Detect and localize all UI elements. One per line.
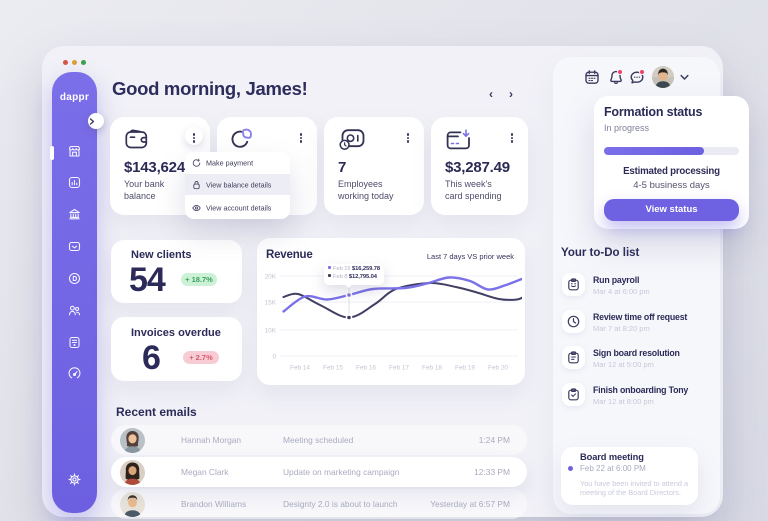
svg-text:Feb 19: Feb 19 <box>455 365 475 372</box>
svg-text:10K: 10K <box>265 328 277 335</box>
svg-text:Feb 15: Feb 15 <box>323 365 343 372</box>
svg-text:Feb 17: Feb 17 <box>389 365 409 372</box>
svg-text:Feb 16: Feb 16 <box>356 365 376 372</box>
svg-text:0: 0 <box>272 354 276 361</box>
svg-text:15K: 15K <box>265 300 277 307</box>
svg-text:Feb 18: Feb 18 <box>422 365 442 372</box>
svg-text:20K: 20K <box>265 274 277 281</box>
svg-text:Feb 14: Feb 14 <box>290 365 310 372</box>
svg-text:Feb 20: Feb 20 <box>488 365 508 372</box>
